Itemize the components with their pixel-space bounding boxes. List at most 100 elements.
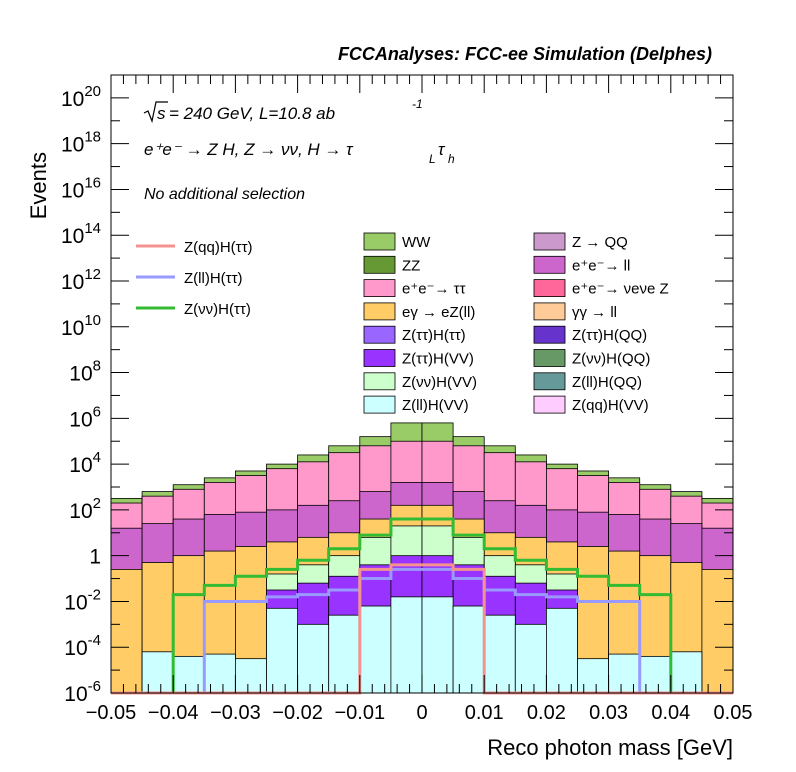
energy-exponent: -1 — [412, 97, 423, 111]
legend-box-swatch — [533, 325, 566, 344]
legend-box-swatch — [533, 302, 566, 321]
legend-label: Z(νν)H(QQ) — [572, 351, 650, 368]
legend-label: Z(νν)H(VV) — [402, 374, 477, 391]
process-annotation: e⁺e⁻ → Z H, Z → νν, H → τ L τ h — [144, 140, 455, 166]
y-tick-label: 1012 — [61, 266, 101, 294]
bar-z-ll-h-vv--2 — [172, 655, 205, 694]
legend-label: Z(qq)H(VV) — [572, 397, 649, 414]
energy-annotation: s = 240 GeV, L=10.8 ab -1 — [143, 97, 423, 124]
legend-label: Z(νν)H(ττ) — [184, 301, 251, 318]
bar-z-ll-h-vv--9 — [390, 596, 423, 694]
legend-label: Z(ττ)H(QQ) — [572, 327, 647, 344]
legend-label: Z(ll)H(ττ) — [184, 270, 243, 287]
x-tick-label: −0.01 — [334, 702, 385, 724]
legend-box-swatch — [533, 372, 566, 391]
legend-label: Z(ll)H(QQ) — [572, 374, 642, 391]
bar-z-ll-h-vv--3 — [203, 653, 236, 694]
x-tick-label: 0.02 — [527, 702, 566, 724]
legend-box-swatch — [363, 302, 396, 321]
bar-z-ll-h-vv--6 — [297, 623, 330, 694]
bar-z-ll-h-vv--7 — [328, 614, 361, 694]
process-sub-h: h — [448, 152, 455, 166]
x-tick-label: 0.05 — [714, 702, 753, 724]
y-tick-label: 10-4 — [64, 632, 101, 660]
legend-label: e⁺e⁻→ νeνe Z — [572, 281, 669, 298]
x-axis-label: Reco photon mass [GeV] — [487, 735, 733, 760]
y-tick-label: 10-6 — [64, 678, 101, 706]
bar-z-ll-h-vv--11 — [452, 605, 485, 694]
legend-label: ZZ — [402, 257, 420, 274]
line-z-ll-h- — [111, 567, 733, 695]
bar-z-ll-h-vv--8 — [359, 605, 392, 694]
y-tick-label: 1018 — [61, 129, 101, 157]
legend-label: Z(ττ)H(VV) — [402, 351, 474, 368]
x-tick-label: −0.05 — [86, 702, 137, 724]
bar-z-ll-h-vv--13 — [514, 623, 547, 694]
legend-box-swatch — [533, 349, 566, 367]
y-tick-label: 106 — [69, 403, 101, 431]
y-tick-label: 10-2 — [64, 586, 101, 614]
legend-box-swatch — [533, 232, 566, 251]
bar-z-ll-h-vv--14 — [546, 607, 578, 694]
legend-box-swatch — [533, 395, 566, 414]
y-tick-label: 104 — [69, 449, 101, 477]
sqrt-sign — [143, 101, 168, 124]
process-sub-l: L — [429, 152, 436, 166]
x-tick-label: −0.03 — [210, 702, 261, 724]
legend-label: Z(ll)H(VV) — [402, 397, 469, 414]
y-tick-label: 1014 — [61, 220, 101, 248]
legend-box-swatch — [363, 372, 396, 391]
legend-box-swatch — [533, 279, 566, 298]
selection-annotation: No additional selection — [144, 186, 305, 203]
bar-z-ll-h-vv--5 — [266, 607, 299, 694]
chart-title: FCCAnalyses: FCC-ee Simulation (Delphes) — [338, 44, 712, 64]
legend-box-swatch — [363, 395, 396, 414]
bar-z-ll-h-vv--15 — [577, 658, 610, 694]
x-tick-label: −0.02 — [272, 702, 323, 724]
legend-label: γγ → ll — [572, 304, 617, 321]
energy-text: = 240 GeV, L=10.8 ab — [169, 104, 335, 123]
bar-z-ll-h-vv--17 — [639, 655, 672, 694]
legend-label: WW — [402, 234, 431, 251]
legend-box-swatch — [533, 255, 566, 274]
bar-e-ez-ll--0 — [110, 569, 143, 694]
y-axis-ticks: 10-6 10-4 10-2 1 102 104 106 108 1010 1012 1014 101… — [61, 74, 733, 706]
x-tick-label: −0.04 — [148, 702, 199, 724]
legend-label: Z(ττ)H(ττ) — [402, 327, 466, 344]
bar-z-ll-h-vv--18 — [670, 651, 703, 694]
legend-box-swatch — [363, 232, 396, 251]
x-tick-label: 0.01 — [465, 702, 504, 724]
bar-z-ll-h-vv--1 — [141, 651, 174, 694]
y-tick-label: 102 — [69, 495, 101, 523]
energy-prefix: s — [157, 104, 166, 123]
bar-z-ll-h-vv--16 — [608, 653, 641, 694]
bar-z-ll-h-vv--10 — [421, 596, 454, 694]
bar-z-ll-h-vv--4 — [234, 658, 267, 694]
x-tick-label: 0.04 — [651, 702, 690, 724]
y-tick-label: 1020 — [61, 83, 101, 111]
x-axis-ticks: −0.05 −0.04 −0.03 −0.02 −0.01 0 0.01 0.02 0.03 0.… — [86, 75, 753, 724]
legend-label: e⁺e⁻→ ll — [572, 257, 630, 274]
bar-e-ez-ll--19 — [701, 569, 734, 694]
process-tau: τ — [438, 140, 446, 159]
legend-box-swatch — [363, 349, 396, 367]
bar-z-ll-h-vv--12 — [483, 614, 516, 694]
legend-box-swatch — [363, 279, 396, 298]
legend-box-swatch — [363, 325, 396, 344]
legend: Z(qq)H(ττ) Z(ll)H(ττ) Z(νν)H(ττ) WW ZZ e⁺e⁻→ … — [136, 232, 669, 414]
legend-label: eγ → eZ(ll) — [402, 304, 475, 321]
y-axis-label: Events — [26, 152, 51, 219]
x-tick-label: 0 — [416, 702, 427, 724]
x-tick-label: 0.03 — [589, 702, 628, 724]
legend-label: Z(qq)H(ττ) — [184, 239, 253, 256]
process-text: e⁺e⁻ → Z H, Z → νν, H → τ — [144, 140, 354, 159]
y-tick-label: 108 — [69, 358, 101, 386]
y-tick-label: 1 — [89, 546, 101, 569]
y-tick-label: 1016 — [61, 174, 101, 202]
legend-label: Z → QQ — [572, 234, 628, 251]
line-z-h- — [111, 517, 733, 695]
legend-box-swatch — [363, 255, 396, 274]
y-tick-label: 1010 — [61, 312, 101, 340]
legend-label: e⁺e⁻→ ττ — [402, 281, 466, 298]
